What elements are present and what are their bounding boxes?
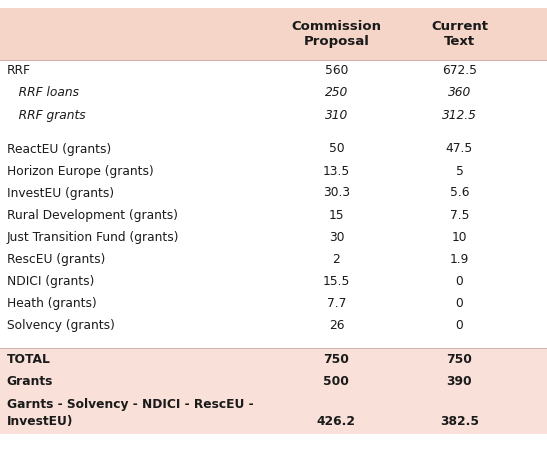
Text: 2: 2: [333, 253, 340, 266]
Bar: [0, 60, 547, 82]
Text: 30.3: 30.3: [323, 186, 350, 199]
Bar: [0, 82, 547, 104]
Text: 10: 10: [452, 231, 467, 243]
Text: 5.6: 5.6: [450, 186, 469, 199]
Text: 47.5: 47.5: [446, 142, 473, 156]
Bar: [0, 392, 547, 434]
Text: 310: 310: [325, 108, 348, 121]
Text: 426.2: 426.2: [317, 415, 356, 428]
Text: 7.5: 7.5: [450, 208, 469, 221]
Text: 13.5: 13.5: [323, 164, 350, 177]
Text: Rural Development (grants): Rural Development (grants): [7, 208, 178, 221]
Text: Current
Text: Current Text: [431, 20, 488, 48]
Text: 15: 15: [329, 208, 344, 221]
Bar: [0, 8, 547, 60]
Bar: [0, 292, 547, 314]
Bar: [0, 248, 547, 270]
Text: 360: 360: [448, 86, 471, 99]
Bar: [0, 160, 547, 182]
Text: Garnts - Solvency - NDICI - RescEU -: Garnts - Solvency - NDICI - RescEU -: [7, 398, 253, 411]
Bar: [0, 370, 547, 392]
Text: InvestEU (grants): InvestEU (grants): [7, 186, 114, 199]
Text: ReactEU (grants): ReactEU (grants): [7, 142, 111, 156]
Text: Grants: Grants: [7, 375, 53, 388]
Text: RRF: RRF: [7, 64, 31, 78]
Text: RescEU (grants): RescEU (grants): [7, 253, 105, 266]
Bar: [0, 204, 547, 226]
Text: NDICI (grants): NDICI (grants): [7, 275, 94, 288]
Text: Horizon Europe (grants): Horizon Europe (grants): [7, 164, 153, 177]
Text: 7.7: 7.7: [327, 297, 346, 310]
Bar: [0, 314, 547, 336]
Bar: [0, 126, 547, 138]
Text: 500: 500: [323, 375, 350, 388]
Text: 250: 250: [325, 86, 348, 99]
Text: Commission
Proposal: Commission Proposal: [292, 20, 381, 48]
Text: 750: 750: [446, 353, 473, 366]
Text: 560: 560: [325, 64, 348, 78]
Text: 0: 0: [456, 275, 463, 288]
Bar: [0, 138, 547, 160]
Text: 390: 390: [447, 375, 472, 388]
Bar: [0, 270, 547, 292]
Text: RRF grants: RRF grants: [7, 108, 85, 121]
Text: TOTAL: TOTAL: [7, 353, 50, 366]
Text: InvestEU): InvestEU): [7, 415, 73, 428]
Bar: [0, 104, 547, 126]
Text: 0: 0: [456, 318, 463, 332]
Text: 672.5: 672.5: [442, 64, 477, 78]
Bar: [0, 226, 547, 248]
Text: 15.5: 15.5: [323, 275, 350, 288]
Text: 312.5: 312.5: [442, 108, 477, 121]
Text: 382.5: 382.5: [440, 415, 479, 428]
Text: 0: 0: [456, 297, 463, 310]
Bar: [0, 182, 547, 204]
Text: Solvency (grants): Solvency (grants): [7, 318, 114, 332]
Text: Heath (grants): Heath (grants): [7, 297, 96, 310]
Text: 50: 50: [329, 142, 344, 156]
Text: Just Transition Fund (grants): Just Transition Fund (grants): [7, 231, 179, 243]
Text: 30: 30: [329, 231, 344, 243]
Bar: [0, 348, 547, 370]
Text: RRF loans: RRF loans: [7, 86, 79, 99]
Text: 26: 26: [329, 318, 344, 332]
Text: 750: 750: [323, 353, 350, 366]
Text: 5: 5: [456, 164, 463, 177]
Bar: [0, 336, 547, 348]
Text: 1.9: 1.9: [450, 253, 469, 266]
